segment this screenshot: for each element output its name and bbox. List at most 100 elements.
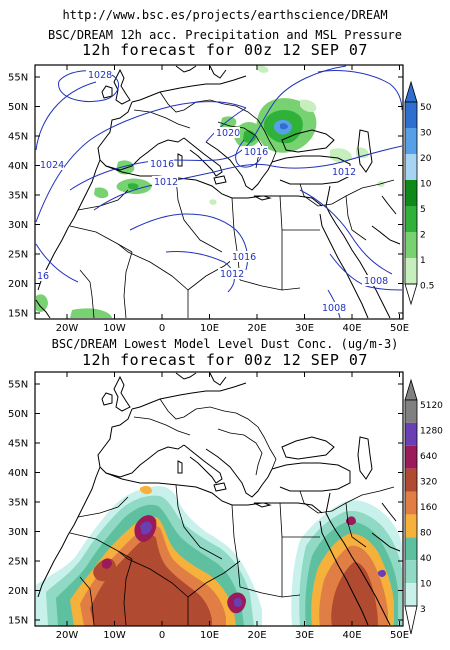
dust-lon-label: 10W — [103, 630, 126, 641]
precip-map: 1028 1024 1020 1016 1016 1012 1012 1016 … — [8, 64, 434, 335]
isobar-label: 1020 — [216, 128, 240, 139]
colorbar-label: 30 — [420, 129, 432, 139]
precip-lat-label: 35N — [8, 191, 28, 202]
precip-lon-label: 20W — [56, 323, 79, 334]
precip-colorbar: 50 30 20 10 5 2 1 0.5 — [404, 80, 434, 306]
dust-lon-label: 10E — [200, 630, 219, 641]
dust-colorbar: 5120 1280 640 320 160 80 40 10 3 — [404, 378, 443, 635]
colorbar-swatch — [405, 232, 417, 258]
dust-map-axis-labels: 55N 50N 45N 40N 35N 30N 25N 20N 15N 20W 10W 0 10E 20E… — [8, 380, 409, 642]
isobar-labels: 1028 1024 1020 1016 1016 1012 1012 1016 … — [36, 69, 388, 314]
isobar-label: 1028 — [88, 70, 112, 81]
precip-lat-label: 50N — [8, 102, 28, 113]
country-borders — [69, 91, 395, 319]
dust-lon-label: 0 — [159, 630, 165, 641]
colorbar-swatch — [405, 128, 417, 154]
colorbar-swatch — [405, 514, 417, 538]
colorbar-swatch — [405, 560, 417, 584]
colorbar-swatch — [405, 154, 417, 180]
precip-lon-label: 0 — [159, 323, 165, 334]
dust-lat-label: 15N — [8, 616, 28, 627]
colorbar-label: 50 — [420, 103, 432, 113]
colorbar-swatch — [405, 583, 417, 606]
colorbar-swatch — [405, 422, 417, 446]
isobar-label: 1008 — [322, 303, 346, 314]
isobar-label: 1016 — [244, 147, 268, 158]
precip-lat-label: 25N — [8, 250, 28, 261]
dust-lon-label: 30E — [295, 630, 314, 641]
dust-lat-label: 20N — [8, 586, 28, 597]
country-borders-2 — [69, 398, 395, 626]
precip-lon-label: 10W — [103, 323, 126, 334]
precip-lon-label: 30E — [295, 323, 314, 334]
colorbar-swatch — [405, 206, 417, 232]
colorbar-label: 0.5 — [420, 282, 434, 292]
isobar-label: 1012 — [332, 167, 356, 178]
precip-lat-label: 20N — [8, 279, 28, 290]
colorbar-swatch — [405, 400, 417, 423]
dust-map-ticks — [35, 372, 403, 626]
dust-lat-label: 30N — [8, 527, 28, 538]
dust-lat-label: 35N — [8, 498, 28, 509]
colorbar-swatch — [405, 180, 417, 206]
dust-lat-label: 55N — [8, 380, 28, 391]
dust-lat-label: 40N — [8, 468, 28, 479]
dust-lon-label: 40E — [342, 630, 361, 641]
dust-lon-label: 50E — [390, 630, 409, 641]
colorbar-swatch — [405, 537, 417, 561]
isobar-label: 1008 — [364, 276, 388, 287]
dust-lon-label: 20W — [56, 630, 79, 641]
precip-lat-label: 40N — [8, 161, 28, 172]
colorbar-swatch — [405, 445, 417, 469]
isobar-label: 1012 — [220, 269, 244, 280]
dust-shading — [36, 485, 402, 626]
precip-map-frame — [34, 64, 404, 320]
isobar-label: 16 — [37, 271, 49, 282]
coastlines — [35, 65, 401, 319]
precip-lat-label: 45N — [8, 132, 28, 143]
precip-lon-label: 10E — [200, 323, 219, 334]
colorbar-label: 40 — [420, 554, 432, 564]
precip-lat-label: 55N — [8, 73, 28, 84]
colorbar-label: 160 — [420, 503, 437, 513]
precip-map-forecast-time: 12h forecast for 00z 12 SEP 07 — [82, 41, 368, 59]
dust-lat-label: 45N — [8, 439, 28, 450]
precip-shading — [36, 65, 385, 318]
coastlines-2 — [37, 372, 401, 626]
colorbar-swatch — [405, 258, 417, 284]
precip-map-ticks — [35, 65, 403, 319]
colorbar-label: 80 — [420, 529, 432, 539]
colorbar-label: 10 — [420, 180, 432, 190]
precip-map-axis-labels: 55N 50N 45N 40N 35N 30N 25N 20N 15N 20W 10W 0 10E 20E… — [8, 73, 409, 335]
isobar-label: 1016 — [150, 159, 174, 170]
dust-map-title: BSC/DREAM Lowest Model Level Dust Conc. … — [51, 337, 399, 351]
colorbar-label: 10 — [420, 580, 432, 590]
precip-lon-label: 40E — [342, 323, 361, 334]
colorbar-label: 320 — [420, 478, 437, 488]
colorbar-label: 5120 — [420, 401, 443, 411]
colorbar-label: 5 — [420, 205, 426, 215]
source-url: http://www.bsc.es/projects/earthscience/… — [62, 8, 388, 22]
isobar-label: 1016 — [232, 252, 256, 263]
precip-lat-label: 30N — [8, 220, 28, 231]
colorbar-label: 2 — [420, 231, 426, 241]
colorbar-label: 3 — [420, 605, 426, 615]
colorbar-swatch — [405, 468, 417, 492]
dust-map-forecast-time: 12h forecast for 00z 12 SEP 07 — [82, 351, 368, 369]
colorbar-label: 1 — [420, 256, 426, 266]
isobar-label: 1012 — [154, 177, 178, 188]
dust-lat-label: 50N — [8, 409, 28, 420]
colorbar-swatch — [405, 102, 417, 128]
dust-lon-label: 20E — [247, 630, 266, 641]
colorbar-label: 20 — [420, 154, 432, 164]
dust-map-frame — [34, 371, 404, 627]
isobar-label: 1024 — [40, 160, 64, 171]
colorbar-label: 640 — [420, 452, 437, 462]
dust-map: 55N 50N 45N 40N 35N 30N 25N 20N 15N 20W 10W 0 10E 20E… — [8, 371, 443, 642]
precip-lat-label: 15N — [8, 309, 28, 320]
precip-lon-label: 20E — [247, 323, 266, 334]
colorbar-swatch — [405, 491, 417, 515]
colorbar-label: 1280 — [420, 427, 443, 437]
precip-lon-label: 50E — [390, 323, 409, 334]
